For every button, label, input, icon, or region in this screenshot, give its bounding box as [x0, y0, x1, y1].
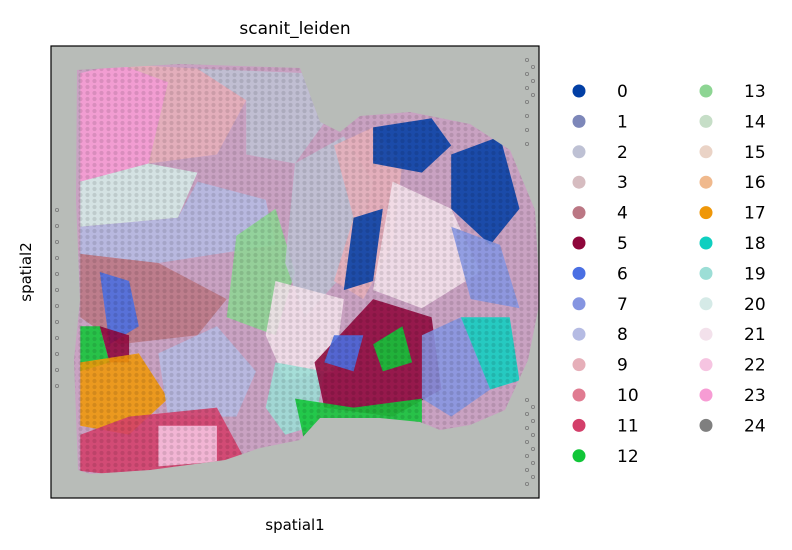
- legend-marker-10: [572, 388, 586, 402]
- legend-marker-8: [572, 327, 586, 341]
- legend-label-3: 3: [617, 173, 628, 193]
- legend-label-7: 7: [617, 295, 628, 315]
- legend-label-12: 12: [617, 447, 639, 467]
- legend-marker-4: [572, 206, 586, 220]
- legend-label-10: 10: [617, 386, 639, 406]
- legend-marker-20: [699, 297, 713, 311]
- legend-label-13: 13: [744, 82, 766, 102]
- spot-grid-overlay: [74, 64, 539, 474]
- legend-marker-17: [699, 206, 713, 220]
- plot-frame: [50, 45, 540, 499]
- legend-marker-18: [699, 236, 713, 250]
- legend-label-4: 4: [617, 204, 628, 224]
- legend-marker-23: [699, 388, 713, 402]
- legend-label-16: 16: [744, 173, 766, 193]
- legend-label-0: 0: [617, 82, 628, 102]
- legend-label-24: 24: [744, 416, 766, 436]
- legend-marker-16: [699, 175, 713, 189]
- legend-marker-7: [572, 297, 586, 311]
- legend-marker-5: [572, 236, 586, 250]
- legend-label-1: 1: [617, 112, 628, 132]
- legend-marker-19: [699, 266, 713, 280]
- legend-marker-13: [699, 84, 713, 98]
- chart-title: scanit_leiden: [239, 19, 350, 39]
- tissue-section: [74, 64, 539, 474]
- legend-marker-12: [572, 449, 586, 463]
- legend-label-6: 6: [617, 264, 628, 284]
- legend-label-18: 18: [744, 234, 766, 254]
- fiducial-dots-left: [55, 207, 60, 388]
- legend-marker-2: [572, 145, 586, 159]
- legend-marker-24: [699, 418, 713, 432]
- legend-label-22: 22: [744, 356, 766, 376]
- legend-marker-22: [699, 358, 713, 372]
- legend-marker-14: [699, 114, 713, 128]
- legend-marker-1: [572, 114, 586, 128]
- legend-label-11: 11: [617, 416, 639, 436]
- legend-marker-6: [572, 266, 586, 280]
- legend-label-5: 5: [617, 234, 628, 254]
- legend-label-23: 23: [744, 386, 766, 406]
- legend-marker-3: [572, 175, 586, 189]
- legend-label-14: 14: [744, 112, 766, 132]
- y-axis-label: spatial2: [17, 242, 35, 301]
- legend-label-19: 19: [744, 264, 766, 284]
- legend-label-8: 8: [617, 325, 628, 345]
- legend-marker-11: [572, 418, 586, 432]
- x-axis-label: spatial1: [265, 516, 324, 534]
- legend-marker-15: [699, 145, 713, 159]
- legend-label-20: 20: [744, 295, 766, 315]
- legend-label-9: 9: [617, 356, 628, 376]
- legend-marker-0: [572, 84, 586, 98]
- fiducial-dots-right: [525, 58, 536, 486]
- legend-label-17: 17: [744, 204, 766, 224]
- legend-label-21: 21: [744, 325, 766, 345]
- legend-label-15: 15: [744, 143, 766, 163]
- legend-label-2: 2: [617, 143, 628, 163]
- legend-marker-21: [699, 327, 713, 341]
- legend-marker-9: [572, 358, 586, 372]
